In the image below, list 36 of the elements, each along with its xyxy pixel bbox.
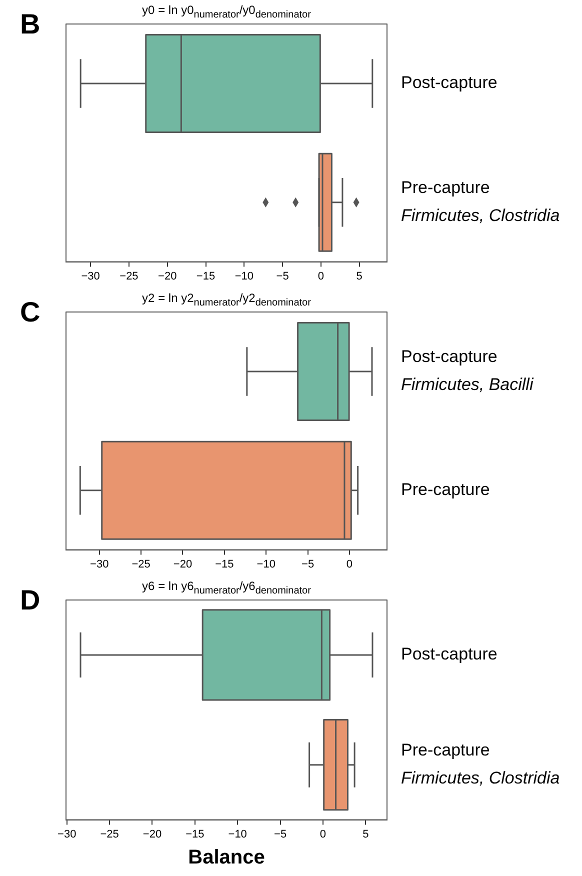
y-tick-label: Post-capture Firmicutes, Bacilli bbox=[401, 347, 534, 394]
x-tick-label: −10 bbox=[256, 558, 276, 570]
x-tick-label: 5 bbox=[362, 828, 369, 840]
chart-title: y2 = ln y2$_{numerator}$/y2$_{denominator}$ bbox=[142, 291, 311, 308]
x-tick-label: −30 bbox=[58, 828, 76, 840]
y-tick-label: Pre-capture Firmicutes, Clostridia bbox=[401, 178, 560, 226]
x-tick-label: −20 bbox=[158, 270, 177, 282]
x-tick-label: −10 bbox=[228, 828, 247, 840]
x-tick-label: −25 bbox=[132, 558, 150, 570]
text: D bbox=[20, 584, 40, 616]
x-tick-label: 0 bbox=[346, 558, 353, 570]
x-tick-label: −15 bbox=[196, 270, 216, 282]
y-tick-label: Pre-capture bbox=[401, 480, 490, 500]
x-tick-label: −30 bbox=[81, 270, 100, 282]
y-tick-label: Post-capture bbox=[401, 644, 498, 664]
chart-title: y0 = ln y0$_{numerator}$/y0$_{denominator}$ bbox=[142, 3, 311, 20]
x-tick-label: −25 bbox=[100, 828, 119, 840]
x-tick-label: −20 bbox=[173, 558, 192, 570]
x-tick-label: −25 bbox=[120, 270, 138, 282]
x-tick-label: 5 bbox=[356, 270, 362, 282]
x-tick-label: −5 bbox=[302, 558, 314, 570]
x-tick-label: −20 bbox=[142, 828, 162, 840]
x-tick-label: −5 bbox=[276, 270, 289, 282]
y-tick-label: Post-capture bbox=[401, 73, 498, 92]
x-axis-title: Balance bbox=[188, 846, 265, 869]
text: B bbox=[20, 8, 40, 40]
x-tick-label: −15 bbox=[215, 558, 234, 570]
x-tick-label: −15 bbox=[186, 828, 204, 840]
text: C bbox=[20, 296, 40, 328]
x-tick-label: −5 bbox=[274, 828, 287, 840]
x-tick-label: −30 bbox=[90, 558, 109, 570]
y-tick-label: Pre-capture Firmicutes, Clostridia bbox=[401, 740, 560, 788]
x-tick-label: 0 bbox=[318, 270, 324, 282]
chart-title: y6 = ln y6$_{numerator}$/y6$_{denominator}$ bbox=[142, 579, 311, 596]
x-tick-label: 0 bbox=[320, 828, 326, 840]
x-tick-label: −10 bbox=[234, 270, 254, 282]
